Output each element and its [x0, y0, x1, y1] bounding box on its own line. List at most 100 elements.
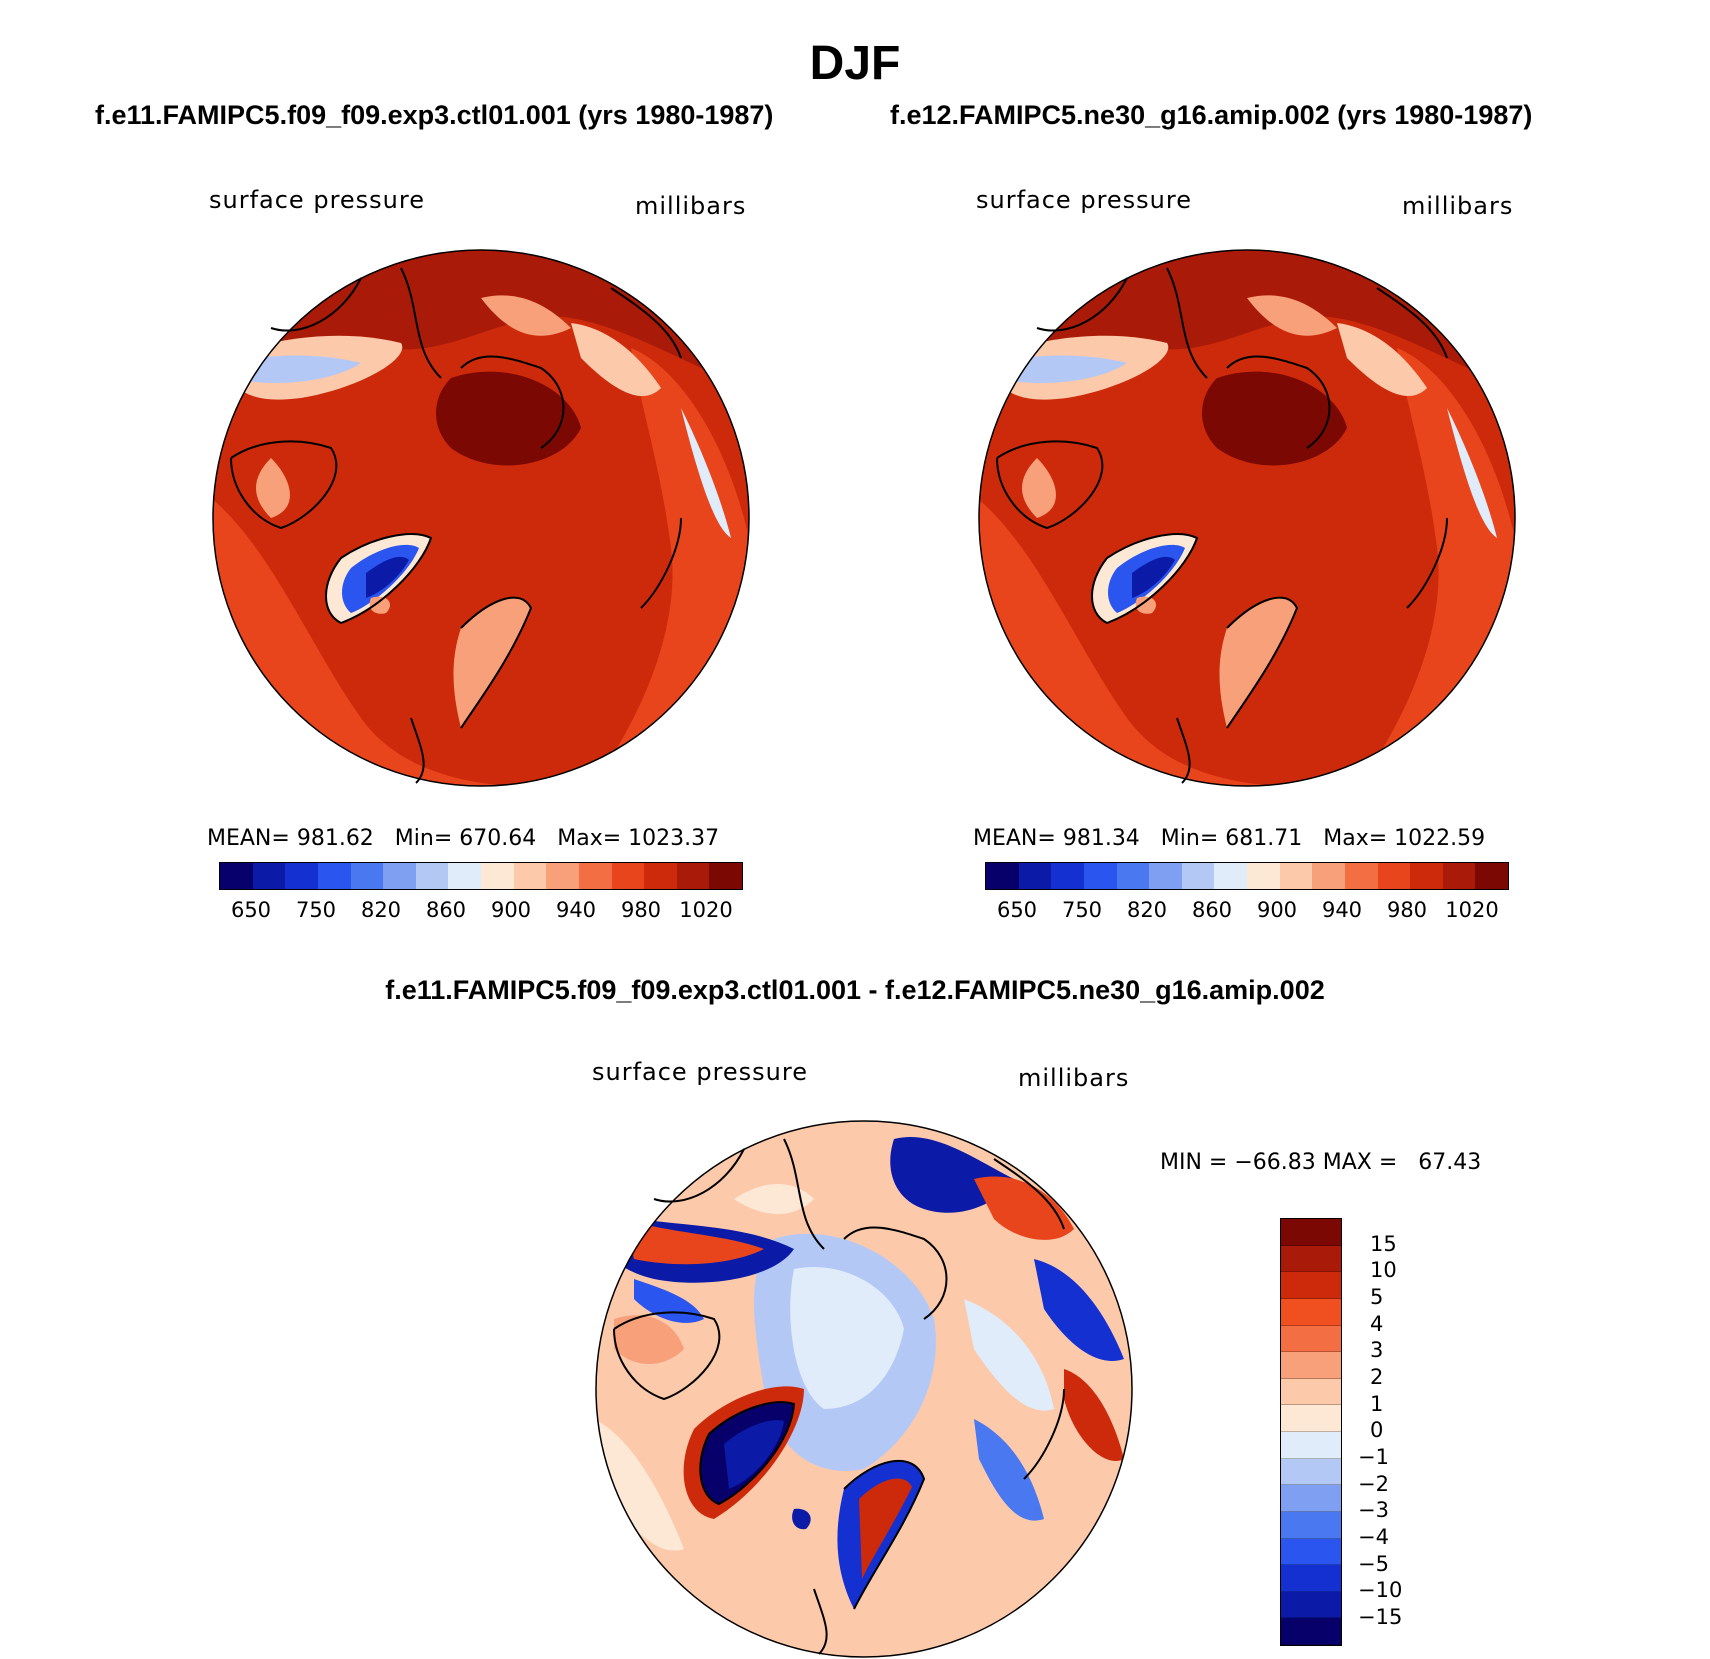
panel-2-case-title: f.e12.FAMIPC5.ne30_g16.amip.002 (yrs 198… — [890, 100, 1533, 130]
panel-1-min-label: Min= — [394, 826, 453, 851]
colorbar-tick: 900 — [490, 898, 532, 922]
panel-1-max-value: 1023.37 — [628, 826, 720, 851]
panel-1-colorbar — [219, 862, 743, 890]
panel-1-stats: MEAN= 981.62 Min= 670.64 Max= 1023.37 — [207, 826, 719, 851]
colorbar-swatch — [1281, 1272, 1341, 1299]
colorbar-tick: 15 — [1370, 1232, 1397, 1256]
colorbar-swatch — [1018, 863, 1052, 889]
panel-2-colorbar — [985, 862, 1509, 890]
colorbar-swatch — [350, 863, 384, 889]
colorbar-swatch — [1083, 863, 1117, 889]
colorbar-tick: 860 — [425, 898, 467, 922]
colorbar-tick: 650 — [996, 898, 1038, 922]
colorbar-tick: 980 — [1386, 898, 1428, 922]
colorbar-swatch — [415, 863, 449, 889]
colorbar-swatch — [1281, 1458, 1341, 1486]
colorbar-swatch — [220, 863, 253, 889]
panel-2-variable-label: surface pressure — [976, 186, 1192, 214]
colorbar-swatch — [1247, 863, 1280, 889]
colorbar-swatch — [546, 863, 579, 889]
colorbar-swatch — [1281, 1245, 1341, 1273]
panel-2-colorbar-ticks: 650 750 820 860 900 940 980 1020 — [985, 898, 1507, 928]
panel-1-variable-label: surface pressure — [209, 186, 425, 214]
panel-1-min-value: 670.64 — [459, 826, 537, 851]
panel-2-polar-map — [978, 249, 1516, 787]
colorbar-tick: 750 — [295, 898, 337, 922]
colorbar-tick: 0 — [1370, 1418, 1384, 1442]
colorbar-tick: −5 — [1358, 1552, 1389, 1576]
colorbar-swatch — [1281, 1565, 1341, 1592]
colorbar-tick: 900 — [1256, 898, 1298, 922]
panel-2-max-label: Max= — [1323, 826, 1388, 851]
colorbar-swatch — [1281, 1591, 1341, 1619]
panel-2-mean-value: 981.34 — [1062, 826, 1140, 851]
colorbar-tick: 650 — [230, 898, 272, 922]
panel-1-polar-map — [212, 249, 750, 787]
panel-2-min-value: 681.71 — [1225, 826, 1303, 851]
colorbar-tick: −3 — [1358, 1498, 1389, 1522]
colorbar-tick: −10 — [1358, 1578, 1403, 1602]
colorbar-swatch — [1181, 863, 1215, 889]
diff-variable-label: surface pressure — [592, 1058, 808, 1086]
colorbar-swatch — [1051, 863, 1084, 889]
diff-colorbar-ticks: 15 10 5 4 3 2 1 0 −1 −2 −3 −4 −5 −10 −15 — [1352, 1218, 1432, 1644]
diff-minmax: MIN = −66.83 MAX = 67.43 — [1160, 1150, 1482, 1175]
diff-panel-title: f.e11.FAMIPC5.f09_f09.exp3.ctl01.001 - f… — [385, 975, 1325, 1005]
colorbar-swatch — [1281, 1378, 1341, 1406]
colorbar-swatch — [1475, 863, 1508, 889]
diff-units-label: millibars — [1018, 1064, 1130, 1092]
panel-1-mean-value: 981.62 — [296, 826, 374, 851]
colorbar-swatch — [285, 863, 318, 889]
colorbar-tick: 4 — [1370, 1312, 1384, 1336]
colorbar-swatch — [676, 863, 710, 889]
colorbar-tick: 5 — [1370, 1285, 1384, 1309]
colorbar-tick: 10 — [1370, 1258, 1397, 1282]
panel-1-case-title: f.e11.FAMIPC5.f09_f09.exp3.ctl01.001 (yr… — [95, 100, 774, 130]
colorbar-tick: −4 — [1358, 1525, 1389, 1549]
panel-1-units-label: millibars — [635, 192, 747, 220]
panel-1-max-label: Max= — [557, 826, 622, 851]
colorbar-tick: 820 — [360, 898, 402, 922]
colorbar-swatch — [1281, 1298, 1341, 1326]
colorbar-swatch — [709, 863, 742, 889]
colorbar-swatch — [1281, 1325, 1341, 1353]
colorbar-swatch — [1410, 863, 1443, 889]
panel-2-mean-label: MEAN= — [973, 826, 1056, 851]
colorbar-tick: 820 — [1126, 898, 1168, 922]
panel-2-max-value: 1022.59 — [1394, 826, 1486, 851]
colorbar-swatch — [1344, 863, 1378, 889]
colorbar-swatch — [1149, 863, 1182, 889]
colorbar-swatch — [644, 863, 677, 889]
colorbar-swatch — [513, 863, 547, 889]
panel-1-mean-label: MEAN= — [207, 826, 290, 851]
colorbar-tick: 750 — [1061, 898, 1103, 922]
colorbar-swatch — [1281, 1485, 1341, 1512]
colorbar-tick: 3 — [1370, 1338, 1384, 1362]
colorbar-tick: −15 — [1358, 1605, 1403, 1629]
colorbar-swatch — [578, 863, 612, 889]
colorbar-swatch — [1281, 1618, 1341, 1645]
colorbar-swatch — [1377, 863, 1411, 889]
colorbar-swatch — [1281, 1538, 1341, 1566]
colorbar-tick: 1020 — [679, 898, 733, 922]
colorbar-tick: 860 — [1191, 898, 1233, 922]
diff-polar-map — [595, 1120, 1133, 1658]
colorbar-swatch — [1442, 863, 1476, 889]
colorbar-swatch — [1281, 1432, 1341, 1459]
diff-colorbar — [1280, 1218, 1342, 1646]
panel-1-colorbar-ticks: 650 750 820 860 900 940 980 1020 — [219, 898, 741, 928]
colorbar-swatch — [1214, 863, 1247, 889]
colorbar-swatch — [448, 863, 481, 889]
colorbar-swatch — [611, 863, 645, 889]
colorbar-swatch — [1116, 863, 1150, 889]
panel-2-units-label: millibars — [1402, 192, 1514, 220]
colorbar-swatch — [986, 863, 1019, 889]
colorbar-tick: 2 — [1370, 1365, 1384, 1389]
panel-2-min-label: Min= — [1160, 826, 1219, 851]
colorbar-tick: 940 — [1321, 898, 1363, 922]
colorbar-swatch — [252, 863, 286, 889]
colorbar-tick: 1020 — [1445, 898, 1499, 922]
colorbar-swatch — [1281, 1511, 1341, 1539]
colorbar-swatch — [1312, 863, 1345, 889]
colorbar-swatch — [1281, 1352, 1341, 1379]
